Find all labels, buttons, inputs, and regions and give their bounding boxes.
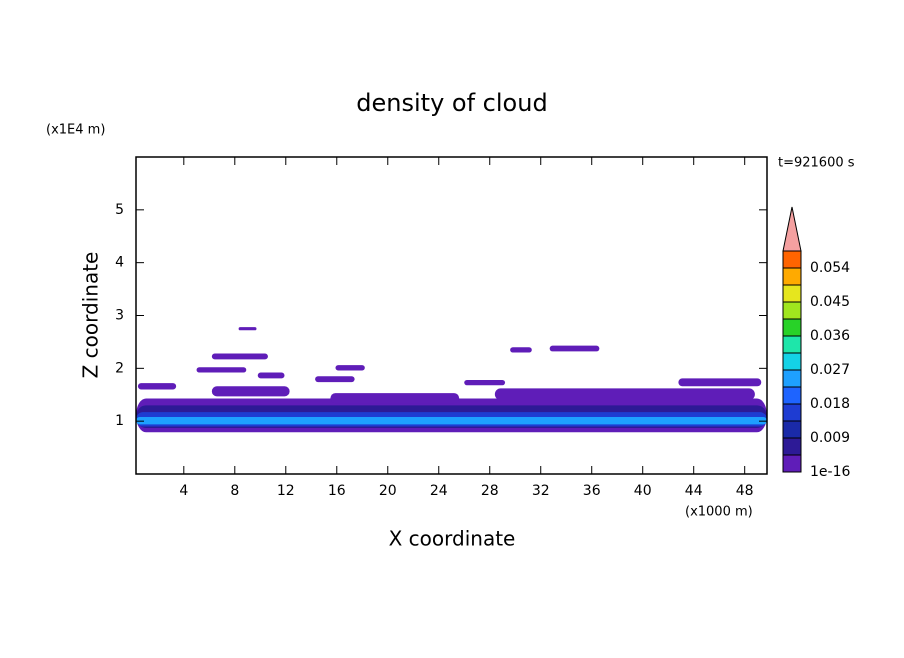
- colorbar-box: [782, 403, 802, 422]
- colorbar-label: 0.054: [810, 260, 850, 276]
- y-tick-label: 3: [115, 308, 124, 324]
- x-tick-label: 8: [230, 483, 239, 499]
- x-tick-label: 48: [736, 483, 754, 499]
- contour-region: [211, 386, 290, 397]
- y-axis-title: Z coordinate: [79, 252, 103, 379]
- contour-region: [330, 393, 460, 404]
- contour-region: [196, 367, 247, 373]
- chart-title: density of cloud: [356, 89, 547, 117]
- colorbar-label: 0.045: [810, 294, 850, 310]
- x-axis-title: X coordinate: [389, 527, 516, 551]
- colorbar-label: 0.027: [810, 362, 850, 378]
- x-unit: (x1000 m): [685, 505, 753, 520]
- contour-region: [549, 345, 600, 352]
- colorbar-box: [782, 301, 802, 320]
- x-tick-label: 12: [277, 483, 295, 499]
- colorbar-box: [782, 250, 802, 269]
- colorbar-label: 0.036: [810, 328, 850, 344]
- contour-region: [464, 379, 506, 386]
- colorbar-box: [782, 318, 802, 337]
- colorbar-box: [782, 267, 802, 286]
- x-tick-label: 32: [532, 483, 550, 499]
- x-tick-label: 4: [179, 483, 188, 499]
- colorbar-over: [782, 206, 802, 252]
- x-tick-label: 44: [685, 483, 703, 499]
- contour-region: [510, 347, 532, 353]
- colorbar-label: 0.018: [810, 396, 850, 412]
- contour-region: [335, 365, 365, 371]
- colorbar-box: [782, 386, 802, 405]
- y-unit: (x1E4 m): [46, 123, 105, 138]
- time-label: t=921600 s: [778, 156, 855, 171]
- y-tick-label: 1: [115, 413, 124, 429]
- x-tick-label: 24: [430, 483, 448, 499]
- y-tick-label: 4: [115, 255, 124, 271]
- contour-region: [136, 416, 767, 425]
- colorbar-box: [782, 352, 802, 371]
- colorbar-box: [782, 454, 802, 473]
- contour-region: [257, 372, 285, 379]
- contour-region: [137, 383, 177, 390]
- contour-region: [494, 388, 755, 401]
- colorbar-label: 1e-16: [810, 464, 850, 480]
- x-tick-label: 36: [583, 483, 601, 499]
- plot-area: [136, 327, 767, 433]
- colorbar-box: [782, 284, 802, 303]
- x-tick-label: 28: [481, 483, 499, 499]
- x-tick-label: 20: [379, 483, 397, 499]
- contour-region: [238, 327, 257, 331]
- colorbar-label: 0.009: [810, 430, 850, 446]
- colorbar-box: [782, 335, 802, 354]
- contour-region: [678, 378, 762, 387]
- colorbar-box: [782, 369, 802, 388]
- y-tick-label: 5: [115, 202, 124, 218]
- colorbar-box: [782, 437, 802, 456]
- y-tick-label: 2: [115, 360, 124, 376]
- x-tick-label: 16: [328, 483, 346, 499]
- contour-region: [315, 376, 355, 383]
- colorbar-box: [782, 420, 802, 439]
- contour-region: [211, 353, 268, 360]
- x-tick-label: 40: [634, 483, 652, 499]
